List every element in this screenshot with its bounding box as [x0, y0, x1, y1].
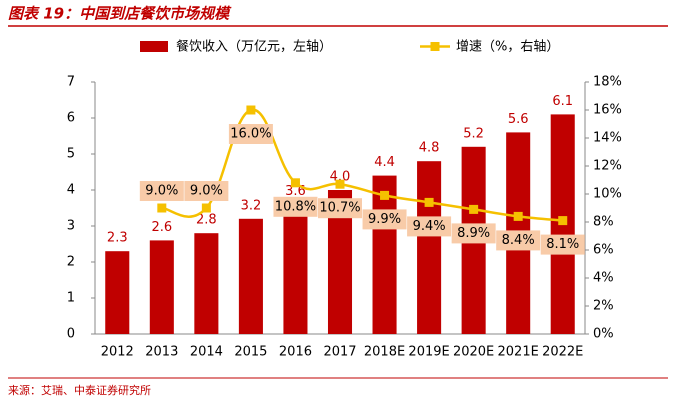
label-box	[540, 234, 585, 255]
bar-label: 6.1	[552, 94, 573, 109]
bar-label: 4.4	[374, 155, 395, 170]
line-label: 16.0%	[230, 127, 271, 142]
x-tick-label: 2019E	[408, 345, 449, 360]
growth-line	[161, 108, 563, 222]
bar	[283, 204, 308, 334]
bar-label: 4.0	[330, 170, 351, 185]
label-box	[318, 198, 362, 219]
label-box	[273, 196, 318, 217]
y2-tick-label: 18%	[593, 75, 622, 90]
y-tick-label: 7	[67, 75, 75, 90]
x-tick-label: 2012	[101, 345, 134, 360]
bar-label: 5.6	[508, 112, 529, 127]
x-tick-label: 2014	[190, 345, 223, 360]
y2-tick-label: 16%	[593, 103, 622, 118]
y-tick-label: 2	[67, 255, 75, 270]
line-label: 9.9%	[368, 212, 401, 227]
y-tick-label: 3	[67, 219, 75, 234]
source: 来源：艾瑞、中泰证券研究所	[8, 383, 151, 397]
line-label: 9.0%	[145, 184, 178, 199]
y2-tick-label: 4%	[593, 271, 614, 286]
line-marker	[513, 211, 523, 221]
line-label: 9.4%	[413, 219, 446, 234]
line-label: 8.1%	[546, 237, 579, 252]
label-box	[407, 216, 452, 237]
label-box	[451, 223, 496, 244]
label-box	[496, 230, 541, 251]
line-label: 9.0%	[190, 184, 223, 199]
y-tick-label: 6	[67, 111, 75, 126]
bar	[417, 161, 442, 334]
bar-label: 2.8	[196, 213, 217, 228]
line-label: 8.4%	[502, 233, 535, 248]
y-tick-label: 1	[67, 291, 75, 306]
line-marker	[424, 197, 434, 207]
line-marker	[157, 203, 167, 213]
y2-tick-label: 12%	[593, 159, 622, 174]
line-marker	[380, 190, 390, 200]
bar	[372, 175, 397, 334]
x-tick-label: 2018E	[364, 345, 405, 360]
line-label: 10.7%	[319, 201, 360, 216]
y2-tick-label: 10%	[593, 187, 622, 202]
y2-tick-label: 2%	[593, 299, 614, 314]
y-tick-label: 4	[67, 183, 75, 198]
line-marker	[246, 105, 256, 115]
legend-marker	[430, 42, 440, 51]
bar-label: 4.8	[419, 141, 440, 156]
legend-label: 增速（%，右轴）	[456, 40, 559, 55]
y2-tick-label: 8%	[593, 215, 614, 230]
x-tick-label: 2016	[279, 345, 312, 360]
y-tick-label: 0	[67, 327, 75, 342]
bar-label: 2.3	[107, 231, 128, 246]
legend-label: 餐饮收入（万亿元，左轴）	[176, 39, 332, 55]
y2-tick-label: 0%	[593, 327, 614, 342]
line-label: 10.8%	[275, 199, 316, 214]
line-marker	[290, 178, 300, 188]
bar-label: 5.2	[463, 126, 484, 141]
x-tick-label: 2021E	[498, 345, 539, 360]
legend-swatch	[140, 41, 168, 52]
x-tick-label: 2017	[323, 345, 356, 360]
bar-label: 3.2	[241, 198, 262, 213]
label-box	[362, 209, 407, 230]
label-box	[184, 181, 229, 201]
bar	[238, 218, 263, 334]
x-tick-label: 2022E	[542, 345, 583, 360]
x-tick-label: 2020E	[453, 345, 494, 360]
line-marker	[201, 203, 211, 213]
y2-tick-label: 14%	[593, 131, 622, 146]
x-tick-label: 2013	[145, 345, 178, 360]
bar	[194, 233, 219, 334]
line-label: 8.9%	[457, 226, 490, 241]
line-marker	[469, 204, 479, 214]
y-tick-label: 5	[67, 147, 75, 162]
line-marker	[335, 179, 345, 189]
bar	[149, 240, 174, 334]
line-marker	[558, 216, 568, 226]
label-box	[139, 181, 184, 201]
x-tick-label: 2015	[234, 345, 267, 360]
y2-tick-label: 6%	[593, 243, 614, 258]
label-box	[228, 124, 273, 144]
chart-title: 图表 19：中国到店餐饮市场规模	[8, 5, 232, 23]
bar	[105, 251, 130, 334]
bar-label: 2.6	[151, 220, 172, 235]
